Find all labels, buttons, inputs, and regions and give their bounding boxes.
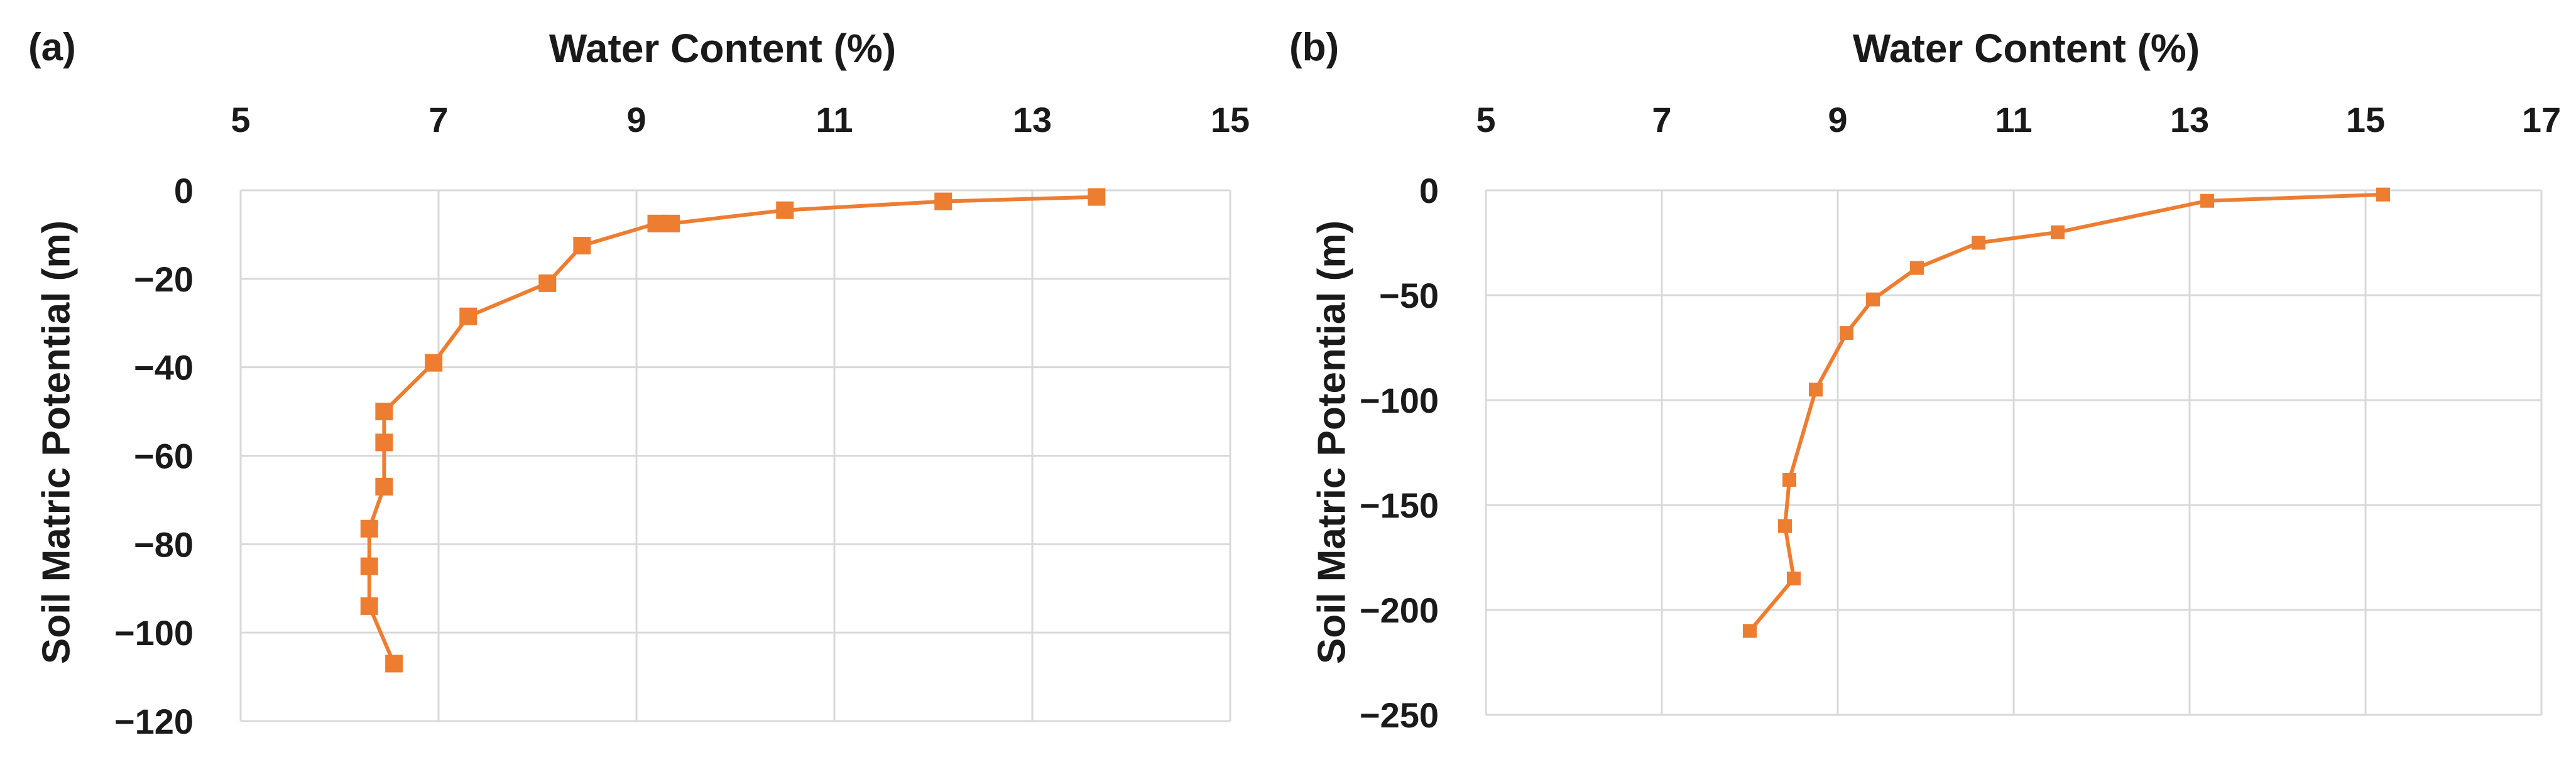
y-tick-label: 0 bbox=[174, 171, 194, 210]
x-tick-label: 7 bbox=[1652, 100, 1671, 139]
data-point-marker bbox=[1778, 519, 1792, 533]
data-point-marker bbox=[934, 192, 952, 210]
data-point-marker bbox=[2200, 193, 2214, 208]
data-point-marker bbox=[459, 307, 478, 325]
plot-area-b: 5 7 9 11 13 15 17 0 −50 −100 −150 −200 −250 bbox=[1360, 100, 2561, 735]
data-point-marker bbox=[1866, 292, 1880, 307]
x-tick-label: 7 bbox=[428, 100, 448, 139]
y-tick-label: −50 bbox=[1379, 276, 1439, 315]
y-tick-label: −150 bbox=[1360, 486, 1439, 525]
data-point-marker bbox=[1782, 472, 1796, 487]
data-point-marker bbox=[2376, 187, 2390, 202]
x-tick-label: 9 bbox=[626, 100, 646, 139]
data-point-marker bbox=[647, 214, 665, 232]
panel-label-b: (b) bbox=[1289, 26, 1340, 69]
data-point-marker bbox=[375, 433, 393, 452]
data-point-marker bbox=[1972, 236, 1985, 250]
x-tick-label: 15 bbox=[2346, 100, 2385, 139]
x-tick-label: 17 bbox=[2522, 100, 2561, 139]
x-tick-label: 13 bbox=[2170, 100, 2209, 139]
data-point-marker bbox=[375, 477, 393, 496]
x-tick-label: 15 bbox=[1211, 100, 1250, 139]
data-point-marker bbox=[360, 597, 378, 615]
chart-panel-b: (b) Water Content (%) Soil Matric Potent… bbox=[1288, 0, 2576, 772]
data-point-marker bbox=[538, 274, 557, 292]
plot-area-a: 5 7 9 11 13 15 0 −20 −40 −60 −80 −100 −120 bbox=[114, 100, 1250, 741]
x-tick-label: 9 bbox=[1828, 100, 1847, 139]
y-tick-label: −250 bbox=[1360, 695, 1439, 735]
data-point-marker bbox=[2051, 225, 2065, 239]
data-point-marker bbox=[360, 557, 378, 575]
series-line bbox=[1748, 192, 2384, 633]
y-tick-label: −120 bbox=[114, 702, 194, 741]
gridlines bbox=[1485, 189, 2543, 716]
y-tick-label: −200 bbox=[1360, 590, 1439, 630]
y-tick-label: −80 bbox=[134, 525, 194, 564]
x-axis-title-a: Water Content (%) bbox=[548, 26, 897, 71]
data-point-marker bbox=[1809, 383, 1823, 397]
data-point-marker bbox=[1743, 624, 1757, 638]
chart-panel-a: (a) Water Content (%) Soil Matric Potent… bbox=[28, 26, 1250, 741]
data-point-marker bbox=[1840, 326, 1853, 340]
x-tick-label: 13 bbox=[1013, 100, 1052, 139]
x-tick-label: 5 bbox=[1476, 100, 1495, 139]
series-line bbox=[367, 195, 1097, 665]
data-point-marker bbox=[776, 201, 794, 219]
y-tick-label: 0 bbox=[1419, 171, 1439, 210]
x-axis-title-b: Water Content (%) bbox=[1852, 26, 2200, 71]
y-tick-label: −100 bbox=[1360, 381, 1439, 420]
data-point-marker bbox=[425, 354, 443, 372]
data-point-marker bbox=[662, 214, 680, 232]
panel-label-a: (a) bbox=[28, 26, 76, 69]
x-tick-label: 5 bbox=[231, 100, 250, 139]
data-point-marker bbox=[375, 403, 393, 421]
y-tick-label: −40 bbox=[134, 348, 194, 388]
data-point-marker bbox=[1910, 261, 1924, 275]
data-point-marker bbox=[360, 519, 378, 538]
y-tick-label: −60 bbox=[134, 437, 194, 476]
gridlines bbox=[239, 189, 1231, 722]
data-point-marker bbox=[1787, 571, 1801, 585]
x-tick-label: 11 bbox=[1995, 100, 2032, 139]
data-point-marker bbox=[1088, 188, 1106, 206]
y-tick-label: −20 bbox=[134, 259, 194, 299]
x-tick-label: 11 bbox=[816, 100, 853, 139]
data-point-marker bbox=[573, 237, 591, 255]
y-tick-label: −100 bbox=[114, 613, 194, 653]
data-point-marker bbox=[385, 655, 403, 673]
